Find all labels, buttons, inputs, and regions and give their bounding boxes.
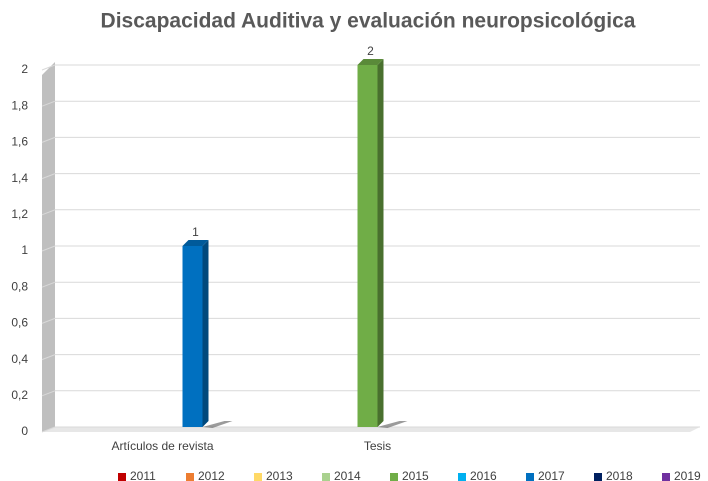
floor — [42, 427, 700, 432]
legend-swatch — [254, 473, 262, 481]
y-tick-label: 1,6 — [11, 135, 28, 149]
legend-label: 2011 — [130, 469, 156, 481]
x-tick-label: Artículos de revista — [111, 439, 213, 453]
grid-line-wall — [41, 317, 56, 324]
y-tick-label: 1,4 — [11, 171, 28, 185]
legend-label: 2012 — [198, 469, 225, 481]
grid-line-wall — [41, 426, 56, 433]
bar — [357, 65, 378, 427]
legend-swatch — [594, 473, 602, 481]
legend-label: 2015 — [402, 469, 429, 481]
legend-label: 2019 — [674, 469, 701, 481]
chart-title: Discapacidad Auditiva y evaluación neuro… — [101, 10, 636, 33]
data-label: 2 — [367, 44, 374, 58]
grid-line-wall — [41, 354, 56, 361]
y-tick-label: 1,8 — [11, 98, 28, 112]
legend-label: 2014 — [334, 469, 361, 481]
x-tick-label: Tesis — [364, 439, 391, 453]
legend-swatch — [458, 473, 466, 481]
bar-side — [202, 240, 209, 427]
y-tick-label: 1,2 — [11, 207, 28, 221]
legend-label: 2017 — [538, 469, 565, 481]
grid-line-wall — [41, 100, 56, 107]
side-wall — [42, 62, 55, 432]
grid-line-wall — [41, 209, 56, 216]
bar-top — [182, 240, 209, 246]
legend-swatch — [662, 473, 670, 481]
grid-line-wall — [41, 64, 56, 71]
bar-shadow — [377, 421, 408, 428]
legend-label: 2016 — [470, 469, 497, 481]
legend-swatch — [322, 473, 330, 481]
y-tick-label: 0 — [21, 424, 28, 438]
legend-swatch — [118, 473, 126, 481]
y-tick-label: 1 — [21, 243, 28, 257]
y-tick-label: 0,6 — [11, 316, 28, 330]
y-tick-label: 0,4 — [11, 352, 28, 366]
data-label: 1 — [192, 225, 199, 239]
grid-line-wall — [41, 281, 56, 288]
grid-line-wall — [41, 136, 56, 143]
legend-swatch — [186, 473, 194, 481]
y-tick-label: 0,8 — [11, 279, 28, 293]
legend-swatch — [526, 473, 534, 481]
grid-line-wall — [41, 173, 56, 180]
grid-line-wall — [41, 245, 56, 252]
legend-label: 2013 — [266, 469, 293, 481]
legend-label: 2018 — [606, 469, 633, 481]
bar-top — [357, 59, 384, 65]
legend-swatch — [390, 473, 398, 481]
bar — [182, 246, 203, 427]
y-tick-label: 2 — [21, 62, 28, 76]
y-tick-label: 0,2 — [11, 388, 28, 402]
bar-shadow — [202, 421, 233, 428]
bar-side — [377, 59, 384, 427]
grid-line-wall — [41, 390, 56, 397]
